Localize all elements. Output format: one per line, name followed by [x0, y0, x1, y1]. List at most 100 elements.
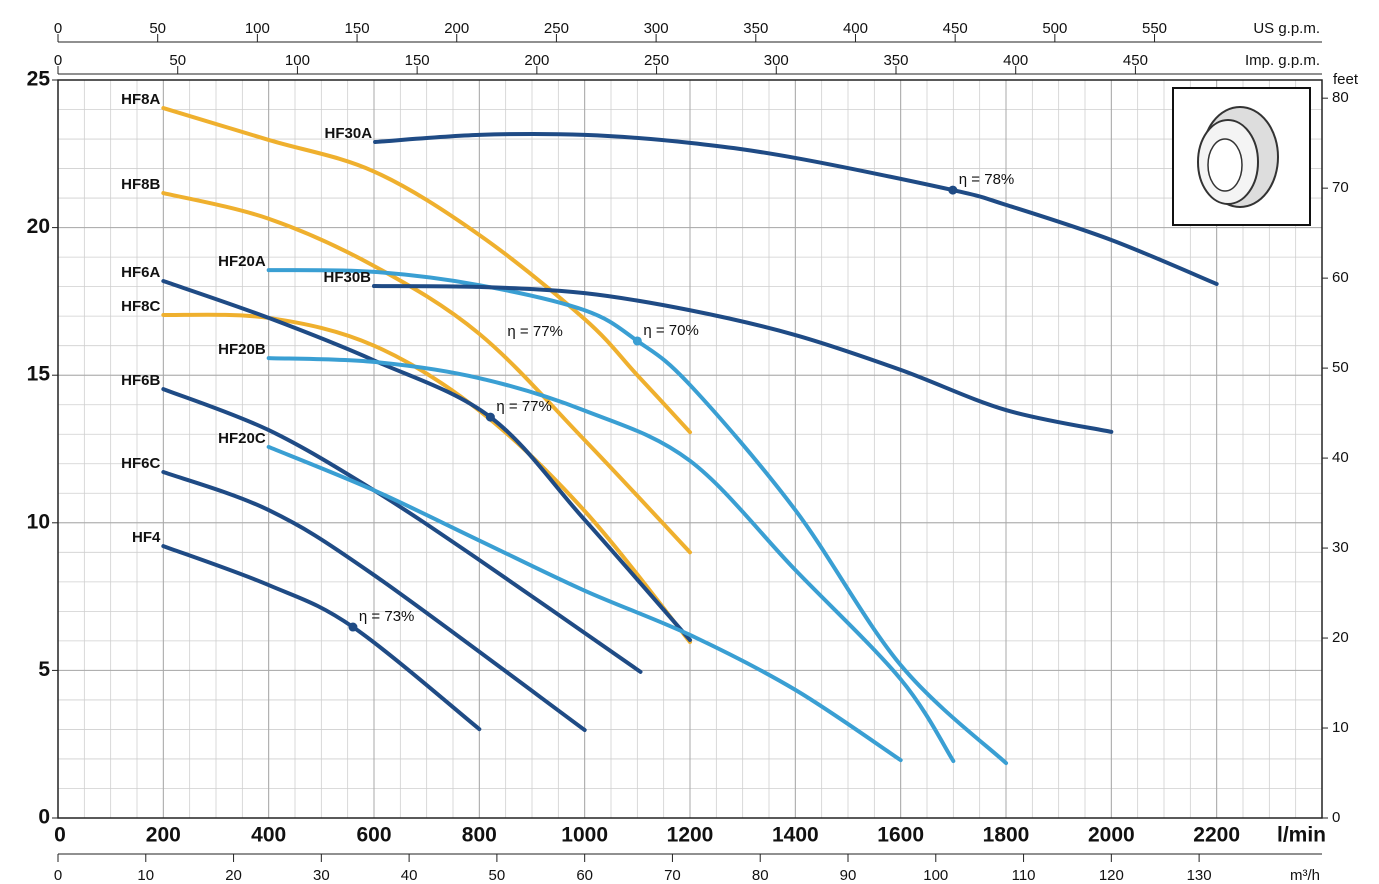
axis-tick-label: 90 [840, 867, 857, 884]
x-tick-label: 0 [54, 824, 66, 847]
axis-tick-label: 50 [169, 52, 186, 69]
series-label: HF8A [121, 91, 160, 108]
axis-tick-label: 500 [1042, 20, 1067, 37]
x-tick-label: 2000 [1088, 824, 1135, 847]
series-label: HF6C [121, 455, 160, 472]
y2-tick-label: 60 [1332, 269, 1349, 286]
annotation: η = 77% [507, 323, 562, 340]
y-tick-label: 10 [27, 510, 50, 533]
series-label: HF6B [121, 372, 160, 389]
axis-tick-label: 40 [401, 867, 418, 884]
axis-label: m³/h [1290, 867, 1320, 884]
y2-tick-label: 70 [1332, 179, 1349, 196]
series-line [161, 544, 482, 732]
axis-tick-label: 300 [764, 52, 789, 69]
axis-tick-label: 0 [54, 52, 62, 69]
y-tick-label: 0 [38, 806, 50, 829]
axis-tick-label: 70 [664, 867, 681, 884]
x-tick-label: 600 [356, 824, 391, 847]
y2-tick-label: 20 [1332, 629, 1349, 646]
axis-tick-label: 300 [644, 20, 669, 37]
axis-tick-label: 20 [225, 867, 242, 884]
axis-tick-label: 150 [345, 20, 370, 37]
y-tick-label: 5 [38, 658, 50, 681]
series-label: HF8C [121, 298, 160, 315]
x-tick-label: 400 [251, 824, 286, 847]
x-tick-label: 800 [462, 824, 497, 847]
axis-tick-label: 550 [1142, 20, 1167, 37]
y-tick-label: 25 [27, 68, 51, 91]
efficiency-point [632, 336, 642, 346]
y2-tick-label: 30 [1332, 539, 1349, 556]
series-label: HF6A [121, 264, 160, 281]
axis-tick-label: 60 [576, 867, 593, 884]
y2-tick-label: 50 [1332, 359, 1349, 376]
axis-tick-label: 0 [54, 20, 62, 37]
series-line [266, 268, 1008, 766]
axis-tick-label: 400 [1003, 52, 1028, 69]
efficiency-point [348, 622, 358, 632]
axis-tick-label: 130 [1187, 867, 1212, 884]
efficiency-point [948, 185, 958, 195]
axis-tick-label: 0 [54, 867, 62, 884]
y2-axis-label: feet [1333, 71, 1359, 88]
impeller-eye [1207, 138, 1243, 192]
x-tick-label: 1600 [877, 824, 924, 847]
axis-tick-label: 100 [923, 867, 948, 884]
series-label: HF8B [121, 176, 160, 193]
series-line [161, 279, 692, 642]
axis-tick-label: 450 [943, 20, 968, 37]
annotation: η = 73% [359, 608, 414, 625]
series-line [161, 191, 692, 555]
axis-tick-label: 80 [752, 867, 769, 884]
series-label: HF30A [325, 125, 373, 142]
x-tick-label: 200 [146, 824, 181, 847]
y-tick-label: 20 [27, 215, 50, 238]
annotation: η = 70% [643, 322, 698, 339]
axis-tick-label: 100 [285, 52, 310, 69]
series-label: HF20C [218, 430, 266, 447]
axis-tick-label: 450 [1123, 52, 1148, 69]
series-line [161, 470, 587, 733]
series-line [266, 444, 903, 763]
plot-frame [57, 79, 1323, 819]
axis-tick-label: 250 [644, 52, 669, 69]
x-tick-label: 1200 [667, 824, 714, 847]
annotation: η = 77% [496, 398, 551, 415]
axis-tick-label: 350 [883, 52, 908, 69]
x-tick-label: 1400 [772, 824, 819, 847]
inset-image [1172, 87, 1311, 226]
axis-label: US g.p.m. [1253, 20, 1320, 37]
axis-tick-label: 50 [149, 20, 166, 37]
series-label: HF4 [132, 529, 161, 546]
axis-tick-label: 250 [544, 20, 569, 37]
axis-label: Imp. g.p.m. [1245, 52, 1320, 69]
y-tick-label: 15 [27, 363, 51, 386]
axis-tick-label: 120 [1099, 867, 1124, 884]
series-line [266, 356, 956, 764]
axis-tick-label: 350 [743, 20, 768, 37]
axis-tick-label: 30 [313, 867, 330, 884]
x-axis-label: l/min [1277, 824, 1326, 847]
series-line [372, 284, 1114, 434]
axis-tick-label: 400 [843, 20, 868, 37]
axis-tick-label: 200 [524, 52, 549, 69]
x-tick-label: 1000 [561, 824, 608, 847]
series-label: HF20A [218, 253, 266, 270]
y2-tick-label: 80 [1332, 89, 1349, 106]
axis-tick-label: 200 [444, 20, 469, 37]
y2-tick-label: 10 [1332, 719, 1349, 736]
axis-tick-label: 10 [137, 867, 154, 884]
axis-tick-label: 110 [1012, 867, 1036, 884]
axis-tick-label: 150 [405, 52, 430, 69]
series-label: HF20B [218, 341, 266, 358]
series-line [373, 131, 1219, 286]
series-line [161, 106, 692, 435]
x-tick-label: 1800 [983, 824, 1030, 847]
series-label: HF30B [323, 269, 371, 286]
y2-tick-label: 40 [1332, 449, 1349, 466]
y2-tick-label: 0 [1332, 809, 1340, 826]
efficiency-point [485, 412, 495, 422]
x-tick-label: 2200 [1193, 824, 1240, 847]
